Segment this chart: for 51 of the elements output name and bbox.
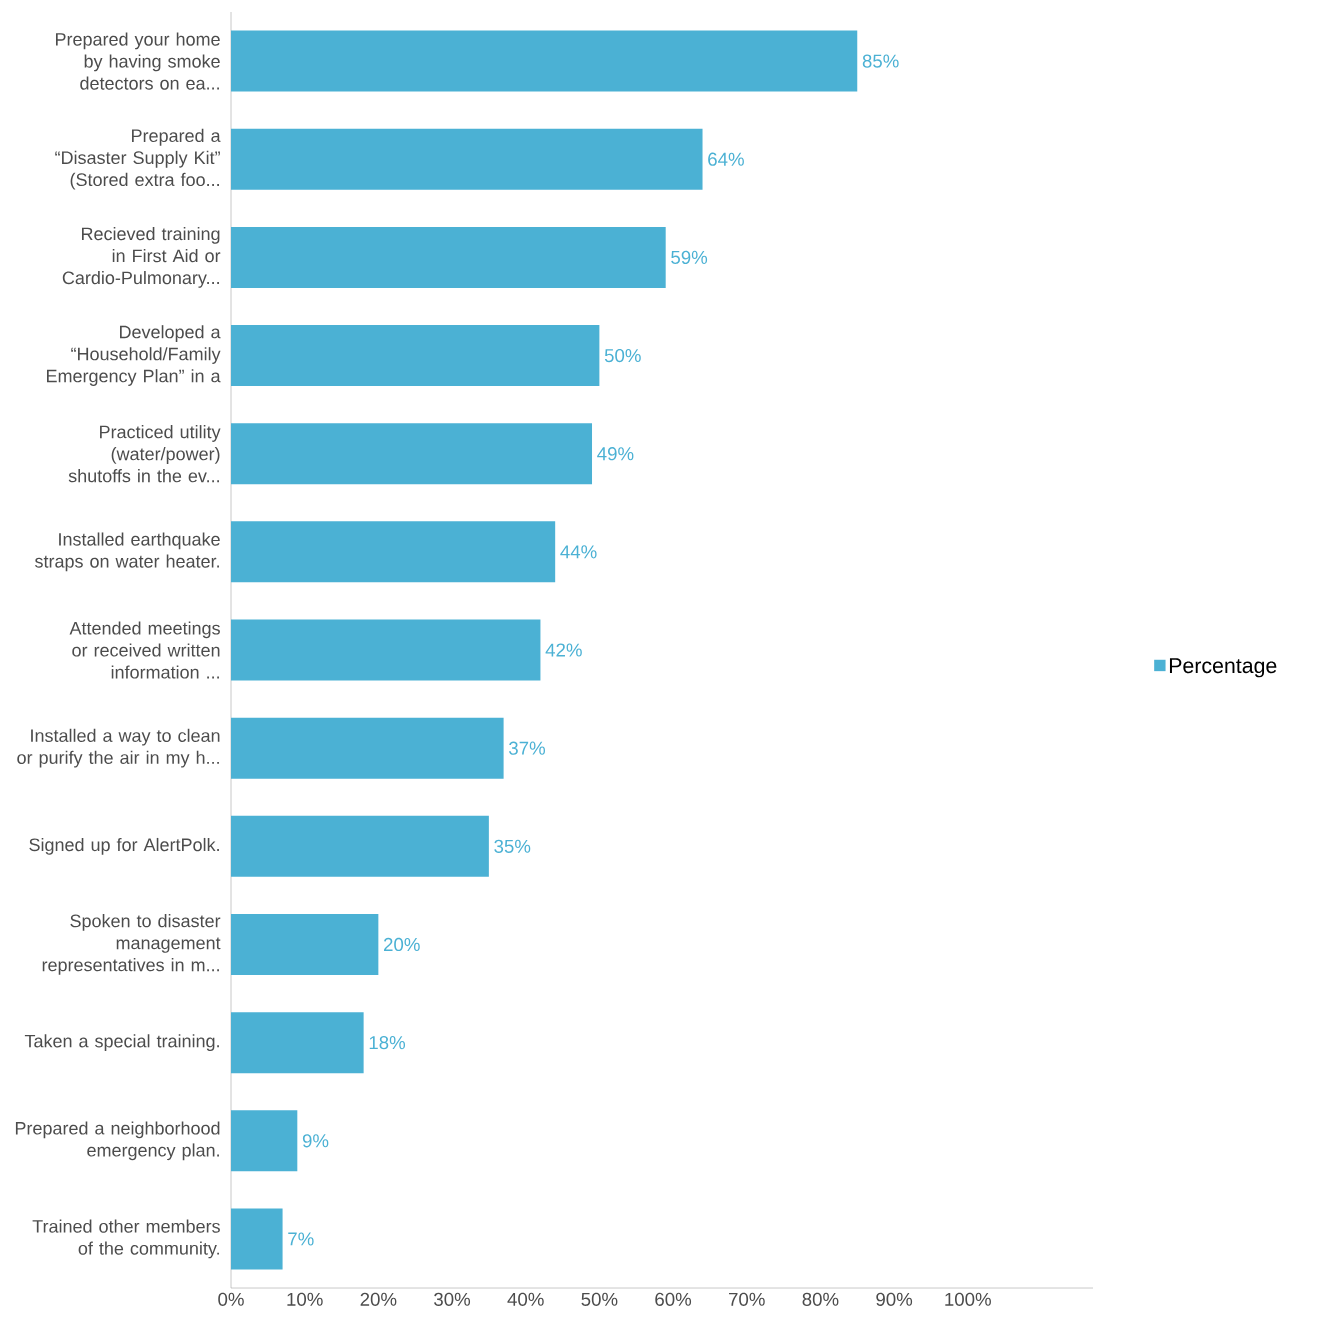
y-tick-label: Taken a special training. (24, 1034, 219, 1052)
data-label: 49% (597, 447, 634, 461)
bar (231, 325, 600, 387)
x-tick-label: 30% (434, 1292, 471, 1306)
data-label: 85% (862, 54, 899, 68)
data-label: 37% (509, 741, 546, 755)
y-tick-label: Attended meetings or received written information ... (69, 621, 220, 679)
bar (231, 717, 504, 779)
bar (231, 815, 489, 877)
bar (231, 226, 666, 288)
x-tick-label: 20% (360, 1292, 397, 1306)
y-tick-label: Prepared a “Disaster Supply Kit” (Stored extra foo... (55, 128, 221, 190)
data-label: 42% (545, 643, 582, 657)
data-label: 64% (708, 152, 744, 166)
data-label: 35% (494, 839, 531, 853)
bar (231, 1012, 364, 1074)
x-tick-label: 0% (218, 1292, 244, 1306)
x-tick-label: 90% (876, 1292, 913, 1306)
y-tick-label: Signed up for AlertPolk. (29, 837, 219, 855)
y-tick-label: Installed a way to clean or purify the air in my h... (17, 728, 220, 768)
bar (231, 913, 379, 975)
bar (231, 619, 541, 681)
y-tick-label: Prepared your home by having smoke detectors on ea... (56, 32, 220, 90)
bar (231, 128, 703, 190)
data-label: 18% (369, 1036, 406, 1050)
y-tick-label: Spoken to disaster management representatives in m... (42, 914, 221, 975)
bar (231, 1110, 298, 1172)
y-tick-label: Developed a “Household/Family Emergency Plan” in a (47, 325, 221, 386)
y-tick-label: Recieved training in First Aid or Cardio-Pulmonary... (62, 227, 221, 288)
data-label: 44% (560, 545, 597, 559)
x-tick-label: 60% (655, 1292, 692, 1306)
data-label: 50% (604, 348, 641, 363)
data-label: 9% (302, 1134, 329, 1148)
x-tick-label: 10% (287, 1292, 323, 1306)
legend-label: Percentage (1169, 658, 1277, 678)
bar (231, 30, 858, 92)
bar (231, 521, 556, 583)
y-tick-label: Prepared a neighborhood emergency plan. (15, 1121, 220, 1161)
x-tick-label: 50% (581, 1292, 618, 1306)
data-label: 59% (671, 250, 708, 264)
x-tick-label: 70% (729, 1292, 765, 1306)
data-label: 20% (384, 937, 420, 952)
y-tick-label: Practiced utility (water/power) shutoffs in the ev... (68, 425, 221, 483)
x-tick-label: 100% (945, 1292, 991, 1306)
x-tick-label: 40% (507, 1292, 544, 1306)
x-tick-label: 80% (802, 1292, 839, 1306)
y-tick-label: Installed earthquake straps on water heater. (35, 532, 220, 572)
bar (231, 1208, 283, 1270)
data-label: 7% (288, 1232, 314, 1246)
y-tick-label: Trained other members of the community. (32, 1219, 220, 1259)
bar (231, 423, 593, 485)
